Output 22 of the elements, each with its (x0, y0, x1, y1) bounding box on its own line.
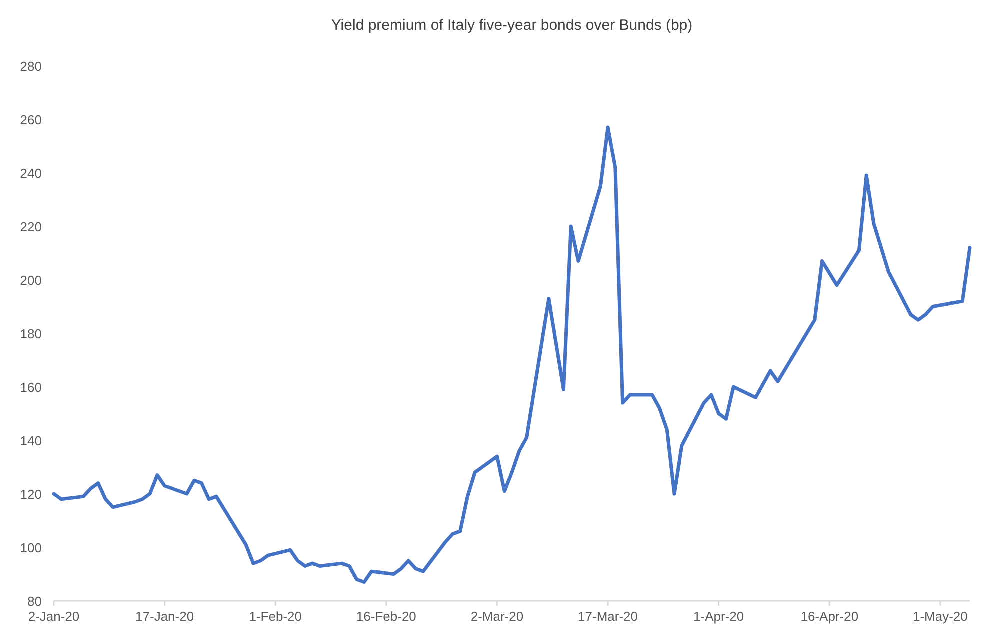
x-tick-label: 16-Feb-20 (356, 609, 416, 624)
y-tick-label: 220 (20, 220, 42, 234)
y-tick-label: 240 (20, 166, 42, 181)
x-tick-label: 17-Jan-20 (136, 609, 194, 624)
y-tick-label: 160 (20, 380, 42, 395)
chart-title: Yield premium of Italy five-year bonds over Bunds (bp) (331, 17, 693, 34)
y-tick-label: 280 (20, 59, 42, 74)
y-tick-label: 180 (20, 326, 42, 342)
x-tick-label: 1-Apr-20 (694, 609, 744, 624)
x-tick-label: 1-Feb-20 (249, 609, 302, 624)
x-tick-label: 2-Jan-20 (28, 609, 80, 624)
x-tick-label: 17-Mar-20 (578, 609, 638, 624)
y-tick-label: 200 (20, 273, 42, 288)
x-tick-label: 2-Mar-20 (470, 609, 524, 624)
x-tick-label: 1-May-20 (912, 609, 968, 624)
y-tick-label: 100 (20, 540, 42, 556)
x-tick-label: 16-Apr-20 (800, 609, 859, 624)
line-series (52, 126, 972, 584)
y-tick-label: 260 (20, 112, 42, 128)
y-tick-label: 120 (20, 487, 42, 502)
y-tick-label: 140 (20, 434, 42, 448)
y-tick-label: 80 (28, 594, 42, 609)
